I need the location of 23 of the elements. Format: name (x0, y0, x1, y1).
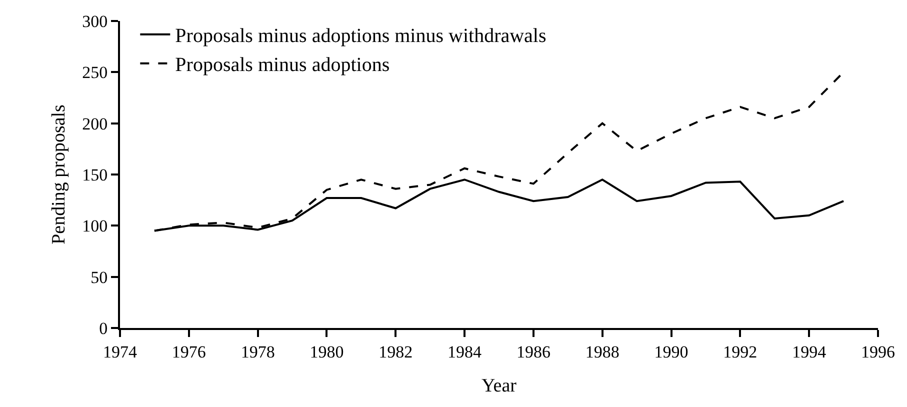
x-tick-label: 1996 (861, 342, 895, 362)
x-tick-label: 1978 (240, 342, 275, 362)
y-tick-label: 50 (90, 268, 108, 287)
x-tick-label: 1974 (103, 342, 138, 362)
x-tick-label: 1976 (172, 342, 206, 362)
x-tick-label: 1994 (792, 342, 827, 362)
y-tick-label: 100 (82, 216, 108, 236)
x-tick-label: 1980 (310, 342, 344, 362)
x-tick-label: 1982 (378, 342, 413, 362)
x-tick-label: 1988 (585, 342, 620, 362)
y-tick-label: 250 (82, 63, 108, 82)
x-tick-label: 1984 (448, 342, 482, 362)
y-tick-label: 150 (82, 165, 108, 184)
x-tick-label: 1990 (654, 342, 688, 362)
legend-label: Proposals minus adoptions minus withdrawals (175, 25, 546, 48)
y-tick-label: 300 (82, 12, 108, 31)
y-axis-title: Pending proposals (48, 104, 70, 244)
y-tick-label: 0 (99, 318, 108, 338)
x-tick-label: 1992 (723, 342, 758, 362)
x-tick-label: 1986 (516, 342, 550, 362)
x-axis-title: Year (481, 376, 518, 397)
legend-label: Proposals minus adoptions (175, 54, 390, 76)
y-tick-label: 200 (82, 114, 108, 134)
